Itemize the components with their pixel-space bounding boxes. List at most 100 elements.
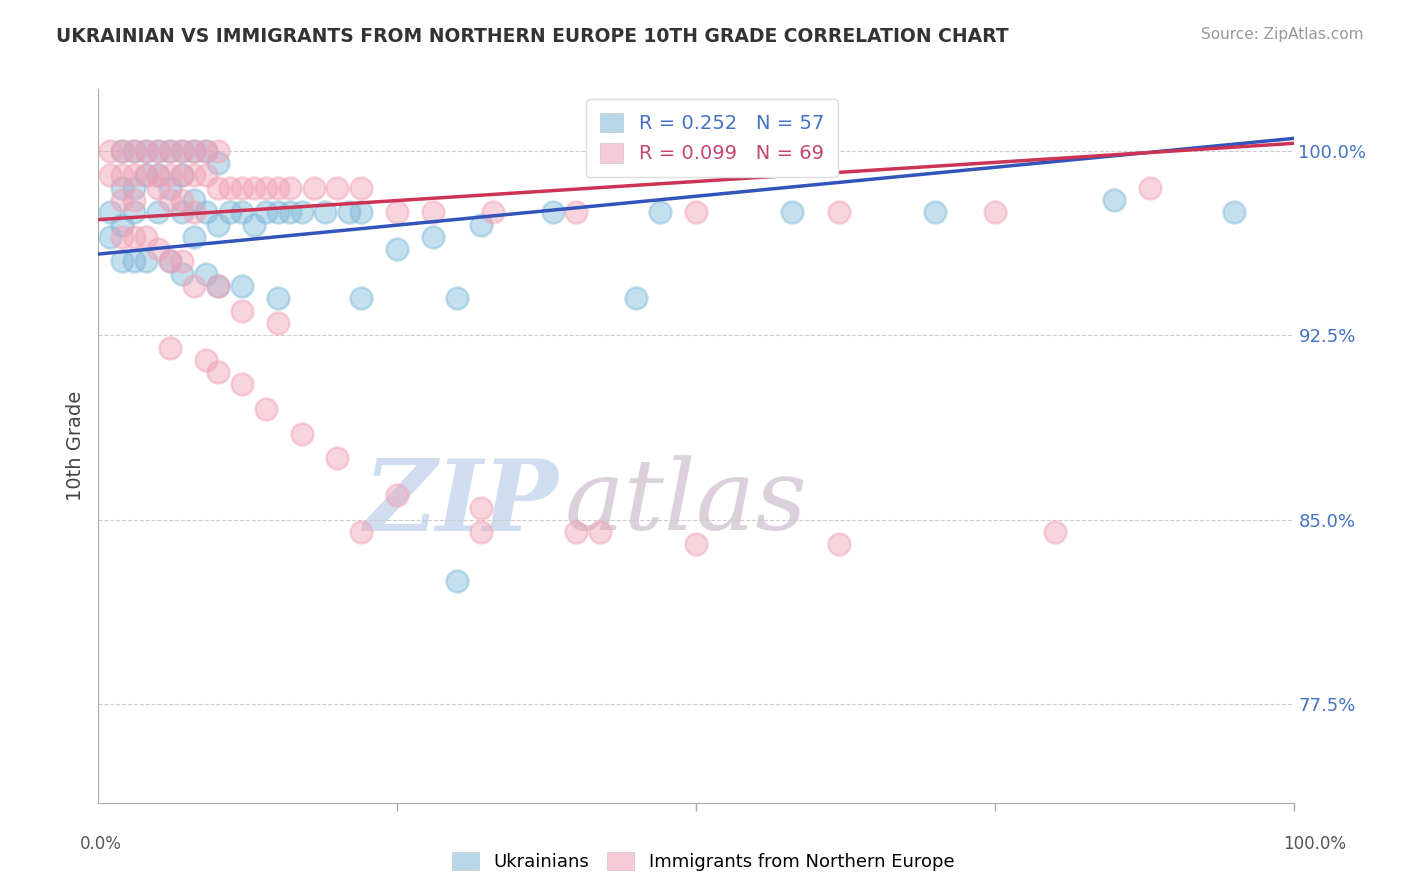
Point (243, 180, 266, 194)
Text: 100.0%: 100.0% (1284, 835, 1346, 853)
Point (195, 267, 218, 281)
Point (685, 537, 707, 551)
Point (111, 144, 134, 158)
Point (1104, 193, 1126, 207)
Point (148, 144, 170, 158)
Point (828, 205, 851, 219)
Point (183, 144, 205, 158)
Point (172, 254, 194, 268)
Point (207, 218, 229, 232)
Point (111, 180, 134, 194)
Point (159, 193, 181, 207)
Point (124, 144, 146, 158)
Point (124, 169, 146, 183)
Point (254, 205, 277, 219)
Point (135, 144, 157, 158)
Point (135, 254, 157, 268)
Point (159, 169, 181, 183)
Point (254, 402, 277, 417)
Point (254, 180, 277, 194)
Point (111, 254, 134, 268)
Point (148, 242, 170, 256)
Point (422, 205, 444, 219)
Point (780, 205, 803, 219)
Point (172, 144, 194, 158)
Point (195, 205, 218, 219)
Point (148, 169, 170, 183)
Point (685, 205, 707, 219)
Point (195, 169, 218, 183)
Point (124, 144, 146, 158)
Point (195, 352, 218, 367)
Point (111, 230, 134, 244)
Text: Source: ZipAtlas.com: Source: ZipAtlas.com (1201, 27, 1364, 42)
Point (183, 279, 205, 293)
Point (541, 205, 564, 219)
Point (1043, 525, 1066, 540)
Point (278, 205, 301, 219)
Point (183, 169, 205, 183)
Point (207, 279, 229, 293)
Point (111, 193, 134, 207)
Point (148, 180, 170, 194)
Point (172, 169, 194, 183)
Point (828, 537, 851, 551)
Point (470, 525, 492, 540)
Point (315, 205, 337, 219)
Point (385, 488, 409, 502)
Point (302, 180, 325, 194)
Point (135, 144, 157, 158)
Point (111, 169, 134, 183)
Point (1223, 205, 1246, 219)
Point (291, 426, 314, 441)
Point (231, 180, 253, 194)
Point (111, 218, 134, 232)
Point (207, 144, 229, 158)
Point (111, 144, 134, 158)
Point (565, 205, 588, 219)
Point (350, 180, 373, 194)
Legend: Ukrainians, Immigrants from Northern Europe: Ukrainians, Immigrants from Northern Eur… (444, 845, 962, 879)
Point (243, 218, 266, 232)
Point (339, 205, 361, 219)
Point (326, 451, 349, 466)
Point (207, 180, 229, 194)
Point (470, 500, 492, 515)
Point (159, 254, 181, 268)
Point (172, 267, 194, 281)
Point (422, 230, 444, 244)
Point (385, 205, 409, 219)
Point (565, 525, 588, 540)
Point (124, 193, 146, 207)
Point (98, 205, 122, 219)
Point (195, 144, 218, 158)
Point (648, 205, 672, 219)
Point (195, 144, 218, 158)
Point (159, 144, 181, 158)
Point (124, 180, 146, 194)
Point (278, 180, 301, 194)
Point (326, 180, 349, 194)
Point (207, 156, 229, 170)
Point (98, 144, 122, 158)
Point (924, 205, 946, 219)
Point (207, 279, 229, 293)
Point (183, 205, 205, 219)
Point (98, 230, 122, 244)
Point (231, 377, 253, 392)
Text: atlas: atlas (565, 456, 807, 550)
Point (385, 242, 409, 256)
Point (159, 254, 181, 268)
Text: 0.0%: 0.0% (80, 835, 122, 853)
Point (219, 180, 242, 194)
Point (350, 525, 373, 540)
Point (159, 180, 181, 194)
Point (124, 205, 146, 219)
Point (267, 205, 290, 219)
Point (172, 205, 194, 219)
Point (267, 180, 290, 194)
Point (1139, 180, 1161, 194)
Point (207, 365, 229, 379)
Point (219, 205, 242, 219)
Point (172, 193, 194, 207)
